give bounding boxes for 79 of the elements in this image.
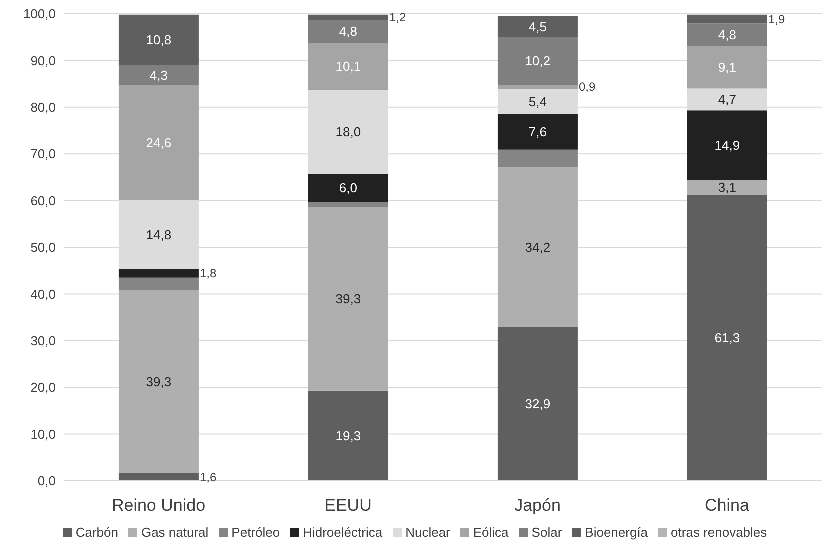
bar <box>308 14 388 21</box>
data-label: 14,9 <box>714 138 740 153</box>
data-label: 19,3 <box>336 428 362 444</box>
bar <box>308 202 388 208</box>
bar <box>118 65 199 86</box>
data-label: 1,8 <box>200 266 217 281</box>
bar <box>498 84 578 90</box>
bar <box>308 390 388 481</box>
bar <box>687 46 768 89</box>
x-tick-label: EEUU <box>324 496 372 516</box>
data-label: 7,6 <box>528 124 547 140</box>
data-label: 34,2 <box>525 240 551 255</box>
data-label: 1,2 <box>389 10 406 25</box>
legend-label: Carbón <box>74 525 118 540</box>
data-label: 5,4 <box>528 94 547 110</box>
bar <box>308 20 388 43</box>
bar <box>118 269 199 278</box>
data-label: 4,7 <box>718 92 736 108</box>
data-label: 1,9 <box>768 12 786 26</box>
bar <box>687 180 768 195</box>
bar <box>498 37 578 85</box>
data-label: 61,3 <box>714 330 740 346</box>
data-label: 4,3 <box>150 68 168 83</box>
bar <box>687 110 768 180</box>
legend-label: Solar <box>530 525 562 540</box>
bar <box>118 290 199 474</box>
legend-label: Bioenergía <box>584 525 648 540</box>
data-label: 14,8 <box>146 227 172 242</box>
data-label: 10,8 <box>146 32 172 48</box>
bar <box>498 327 578 481</box>
bar <box>308 42 388 90</box>
bar <box>498 114 578 150</box>
bar <box>687 24 768 46</box>
data-label: 1,6 <box>200 470 217 484</box>
bar <box>118 474 199 481</box>
bar <box>118 278 199 290</box>
data-label: 24,6 <box>146 135 172 150</box>
legend-label: Petróleo <box>230 525 280 540</box>
y-tick-label: 80,0 <box>30 100 56 116</box>
data-label: 3,1 <box>718 180 736 195</box>
y-tick-label: 40,0 <box>30 286 56 302</box>
y-tick-label: 10,0 <box>30 426 56 442</box>
y-tick-label: 70,0 <box>30 146 56 162</box>
data-label: 6,0 <box>339 180 358 196</box>
data-label: 10,2 <box>525 54 551 69</box>
bar <box>687 14 768 24</box>
bar <box>118 85 199 200</box>
y-tick-label: 50,0 <box>30 240 56 256</box>
bar <box>498 168 578 328</box>
legend-label: Eólica <box>472 525 509 540</box>
data-label: 0,9 <box>578 80 596 94</box>
y-tick-label: 60,0 <box>30 193 56 208</box>
x-tick-label: China <box>705 496 750 516</box>
data-label: 4,5 <box>528 19 547 34</box>
x-tick-label: Japón <box>514 496 561 516</box>
legend-label: Gas natural <box>140 525 209 540</box>
y-tick-label: 100,0 <box>23 6 56 22</box>
bar <box>308 174 388 202</box>
bar <box>308 207 388 391</box>
legend-label: otras renovables <box>670 525 768 540</box>
data-label: 9,1 <box>718 60 736 75</box>
x-tick-label: Reino Unido <box>112 496 206 516</box>
data-label: 4,8 <box>339 24 358 40</box>
data-label: 10,1 <box>336 59 362 74</box>
data-label: 39,3 <box>336 292 362 307</box>
y-tick-label: 20,0 <box>30 380 56 396</box>
data-label: 39,3 <box>146 374 172 390</box>
y-tick-label: 90,0 <box>30 53 56 68</box>
legend-label: Nuclear <box>404 525 450 540</box>
bar <box>687 194 768 481</box>
legend-label: Hidroeléctrica <box>302 525 383 540</box>
data-label: 4,8 <box>718 28 736 43</box>
bar <box>498 150 578 168</box>
y-tick-label: 30,0 <box>30 334 56 349</box>
data-label: 18,0 <box>336 124 362 140</box>
y-tick-label: 0,0 <box>38 474 56 489</box>
data-label: 32,9 <box>525 396 551 412</box>
bar <box>498 16 578 38</box>
bar <box>118 14 199 66</box>
